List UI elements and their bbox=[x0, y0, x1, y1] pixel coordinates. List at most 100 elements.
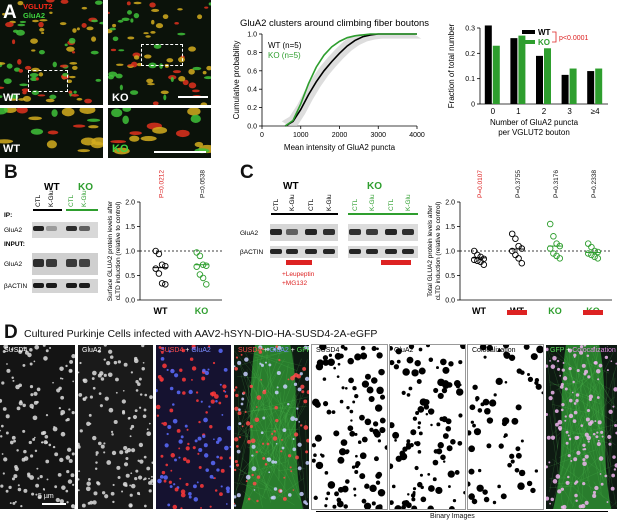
cdf-ytick: 0.6 bbox=[247, 68, 257, 75]
scatter-ytick: 0.0 bbox=[125, 298, 135, 305]
cdf-ytick: 1.0 bbox=[247, 32, 257, 39]
micrograph-wt-zoom: WT bbox=[0, 108, 103, 158]
tile-colocalization: Colocalization bbox=[467, 344, 544, 510]
blot-b-ko: KO bbox=[78, 182, 93, 193]
scatter-point bbox=[515, 255, 522, 262]
bar-category: 2 bbox=[542, 107, 547, 116]
blot-c-ko: KO bbox=[367, 181, 382, 192]
scatter-xlabel-2: KO bbox=[548, 306, 562, 316]
scatter-pvalue-2: P=0.3176 bbox=[553, 170, 560, 198]
lane-c-3: K-Glu bbox=[326, 194, 333, 211]
scatter-point bbox=[193, 249, 200, 256]
micrograph-wt-low: VGLUT2 GluA2 WT bbox=[0, 0, 103, 105]
cdf-ytick: 0.8 bbox=[247, 50, 257, 57]
total-glua2-chart: 0.00.51.01.52.0P=0.0107WTP=0.3755WTP=0.3… bbox=[427, 170, 612, 316]
bar-chart: 0 0.1 0.2 0.3 0 1 2 3 ≥4 Number of GluA2 punctape… bbox=[447, 23, 608, 137]
scatter-point bbox=[591, 253, 598, 261]
cdf-series-1 bbox=[284, 33, 417, 127]
scatter-point bbox=[550, 233, 557, 240]
scale-bar-d bbox=[42, 503, 66, 505]
panel-letter-c: C bbox=[240, 162, 254, 183]
bar-category: 0 bbox=[491, 107, 496, 116]
scatter-point bbox=[512, 235, 519, 242]
tile-gfp-colocalization-label: GFP + Colocalization bbox=[550, 347, 616, 354]
blot-c-wt: WT bbox=[283, 181, 299, 192]
scatter-point bbox=[193, 263, 200, 270]
ip-label: IP: bbox=[4, 212, 12, 219]
lane-c-1: K-Glu bbox=[289, 194, 296, 211]
bar-1-3 bbox=[569, 68, 577, 104]
bar-xlabel: Number of GluA2 puncta bbox=[490, 118, 579, 127]
bar-1-4 bbox=[595, 68, 603, 104]
cdf-xtick: 0 bbox=[260, 132, 264, 139]
glua2-input-label: GluA2 bbox=[4, 261, 22, 268]
scatter-point bbox=[470, 247, 478, 255]
cdf-series-0 bbox=[284, 33, 417, 127]
cdf-ytick: 0.0 bbox=[247, 124, 257, 131]
tile-binary-glua2-label: GluA2 bbox=[394, 347, 414, 354]
cdf-chart: GluA2 clusters around climbing fiber bou… bbox=[232, 18, 429, 152]
scale-bar bbox=[178, 96, 208, 98]
scatter-ytick: 1.5 bbox=[445, 224, 455, 231]
tile-merge-gfp: SUSD4 + GluA2 + GFP bbox=[234, 345, 309, 509]
cdf-xlabel: Mean intensity of GluA2 puncta bbox=[284, 143, 396, 152]
scatter-ytick: 2.0 bbox=[125, 200, 135, 207]
lane-c-0: CTL bbox=[273, 198, 280, 211]
bar-0-1 bbox=[510, 38, 518, 105]
scatter-pvalue-1: P=0.3755 bbox=[515, 170, 522, 198]
bar-legend-ko: KO bbox=[538, 38, 550, 47]
genotype-label-wt-zoom: WT bbox=[3, 143, 21, 155]
tile-colocalization-label: Colocalization bbox=[472, 347, 516, 354]
scatter-xlabel-0: WT bbox=[154, 306, 168, 316]
scale-bar-label: 5 µm bbox=[38, 493, 54, 500]
scatter-pvalue-0: P=0.0107 bbox=[477, 170, 484, 198]
cdf-legend-0: WT (n=5) bbox=[268, 41, 302, 50]
scatter-ytick: 2.0 bbox=[445, 200, 455, 207]
scatter-point bbox=[162, 281, 169, 288]
bar-ytick: 0.3 bbox=[465, 26, 475, 33]
scatter-ytick: 0.0 bbox=[445, 298, 455, 305]
cdf-xtick: 1000 bbox=[293, 132, 309, 139]
scatter-point bbox=[199, 274, 207, 282]
scatter-xlabel-0: WT bbox=[472, 306, 486, 316]
bar-1-1 bbox=[518, 35, 526, 104]
leupeptin-label: +Leupeptin bbox=[282, 271, 315, 278]
bar-0-3 bbox=[561, 74, 569, 104]
tile-susd4-glua2: SUSD4 + GluA2 bbox=[156, 345, 231, 509]
bar-1-0 bbox=[492, 45, 500, 104]
scatter-point bbox=[158, 280, 166, 287]
tile-glua2-label: GluA2 bbox=[82, 347, 102, 354]
cdf-ytick: 0.2 bbox=[247, 105, 257, 112]
bar-legend-wt: WT bbox=[538, 28, 551, 37]
bar-ytick: 0 bbox=[471, 102, 475, 109]
scatter-point bbox=[508, 247, 516, 255]
scatter-point bbox=[477, 253, 484, 261]
lane-c-4: CTL bbox=[352, 198, 359, 211]
bar-category: ≥4 bbox=[591, 107, 600, 116]
scatter-point bbox=[546, 220, 554, 228]
mg132-label: +MG132 bbox=[282, 280, 307, 287]
tile-gfp-colocalization: GFP + Colocalization bbox=[546, 345, 617, 509]
scatter-point bbox=[196, 271, 204, 278]
cdf-xtick: 4000 bbox=[409, 132, 425, 139]
binary-images-label: Binary Images bbox=[430, 513, 475, 520]
scatter-point bbox=[480, 261, 488, 268]
genotype-label-ko-zoom: KO bbox=[112, 143, 129, 155]
micrograph-ko-zoom: KO bbox=[108, 108, 211, 158]
scatter-point bbox=[508, 230, 516, 238]
scatter-point bbox=[512, 251, 519, 259]
scatter-point bbox=[155, 250, 163, 258]
scatter-ylabel: Total GLUA2 protein levels after bbox=[427, 204, 434, 297]
scatter-ylabel-2: cLTD induction (relative to control) bbox=[115, 202, 122, 301]
glua2-ip-label: GluA2 bbox=[4, 227, 22, 234]
scatter-point bbox=[588, 243, 595, 251]
bactin-label-c: βACTIN bbox=[240, 249, 264, 256]
lane-kglu-2: K-Glu bbox=[81, 190, 88, 207]
scatter-ylabel: Surface GLUA2 protein levels after bbox=[107, 200, 114, 301]
scale-bar-zoom bbox=[154, 151, 206, 153]
lane-kglu-1: K-Glu bbox=[48, 190, 55, 207]
glua2-label-c: GluA2 bbox=[240, 230, 258, 237]
scatter-ytick: 1.0 bbox=[125, 249, 135, 256]
tile-glua2: GluA2 bbox=[78, 345, 153, 509]
scatter-pvalue-1: P=0.0538 bbox=[200, 170, 207, 198]
